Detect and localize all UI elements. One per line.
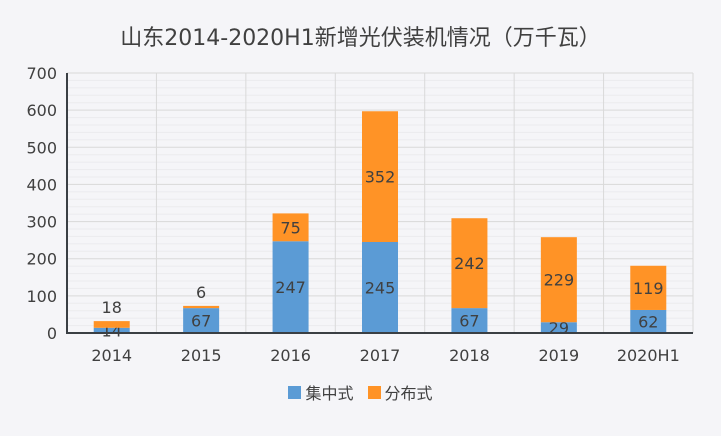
bar-distributed	[540, 237, 577, 323]
data-label: 62	[638, 312, 658, 331]
bar-centralized	[451, 308, 488, 333]
y-tick-label: 600	[26, 101, 57, 120]
y-tick-label: 700	[26, 64, 57, 83]
x-tick-label: 2019	[538, 346, 579, 365]
x-tick-label: 2017	[360, 346, 401, 365]
data-label: 352	[365, 168, 396, 187]
y-tick-label: 400	[26, 175, 57, 194]
x-tick-label: 2020H1	[617, 346, 680, 365]
bar-distributed	[93, 321, 130, 328]
bar-distributed	[630, 265, 667, 310]
data-label: 67	[459, 312, 479, 331]
data-label: 245	[365, 279, 396, 298]
bar-distributed	[362, 111, 398, 242]
data-label: 242	[454, 254, 485, 273]
bar-distributed	[183, 305, 220, 309]
bar-distributed	[451, 218, 488, 309]
data-label: 6	[196, 283, 206, 302]
data-label: 75	[280, 218, 300, 237]
bar-centralized	[272, 241, 309, 333]
legend-label: 集中式	[305, 384, 354, 403]
data-label: 119	[633, 279, 664, 298]
data-label: 67	[191, 312, 211, 331]
legend: 集中式 分布式	[0, 380, 721, 404]
legend-item-centralized[interactable]: 集中式	[288, 380, 354, 404]
bar-centralized	[362, 242, 398, 333]
legend-item-distributed[interactable]: 分布式	[367, 380, 433, 404]
x-tick-label: 2014	[91, 346, 132, 365]
bar-centralized	[93, 327, 130, 333]
bar-centralized	[183, 308, 220, 333]
legend-swatch-centralized	[288, 385, 302, 399]
x-tick-label: 2016	[270, 346, 311, 365]
y-tick-label: 300	[26, 213, 57, 232]
x-tick-label: 2015	[181, 346, 222, 365]
x-tick-label: 2018	[449, 346, 490, 365]
chart-title: 山东2014-2020H1新增光伏装机情况（万千瓦）	[120, 26, 601, 51]
y-tick-label: 0	[47, 324, 57, 343]
y-tick-label: 200	[26, 250, 57, 269]
bar-distributed	[272, 213, 309, 242]
legend-label: 分布式	[384, 384, 433, 403]
data-label: 229	[544, 271, 575, 290]
bar-centralized	[630, 309, 667, 333]
y-tick-label: 500	[26, 138, 57, 157]
legend-swatch-distributed	[367, 385, 381, 399]
data-label: 18	[102, 298, 122, 317]
bar-centralized	[540, 322, 577, 333]
data-label: 247	[275, 278, 306, 297]
y-tick-label: 100	[26, 287, 57, 306]
